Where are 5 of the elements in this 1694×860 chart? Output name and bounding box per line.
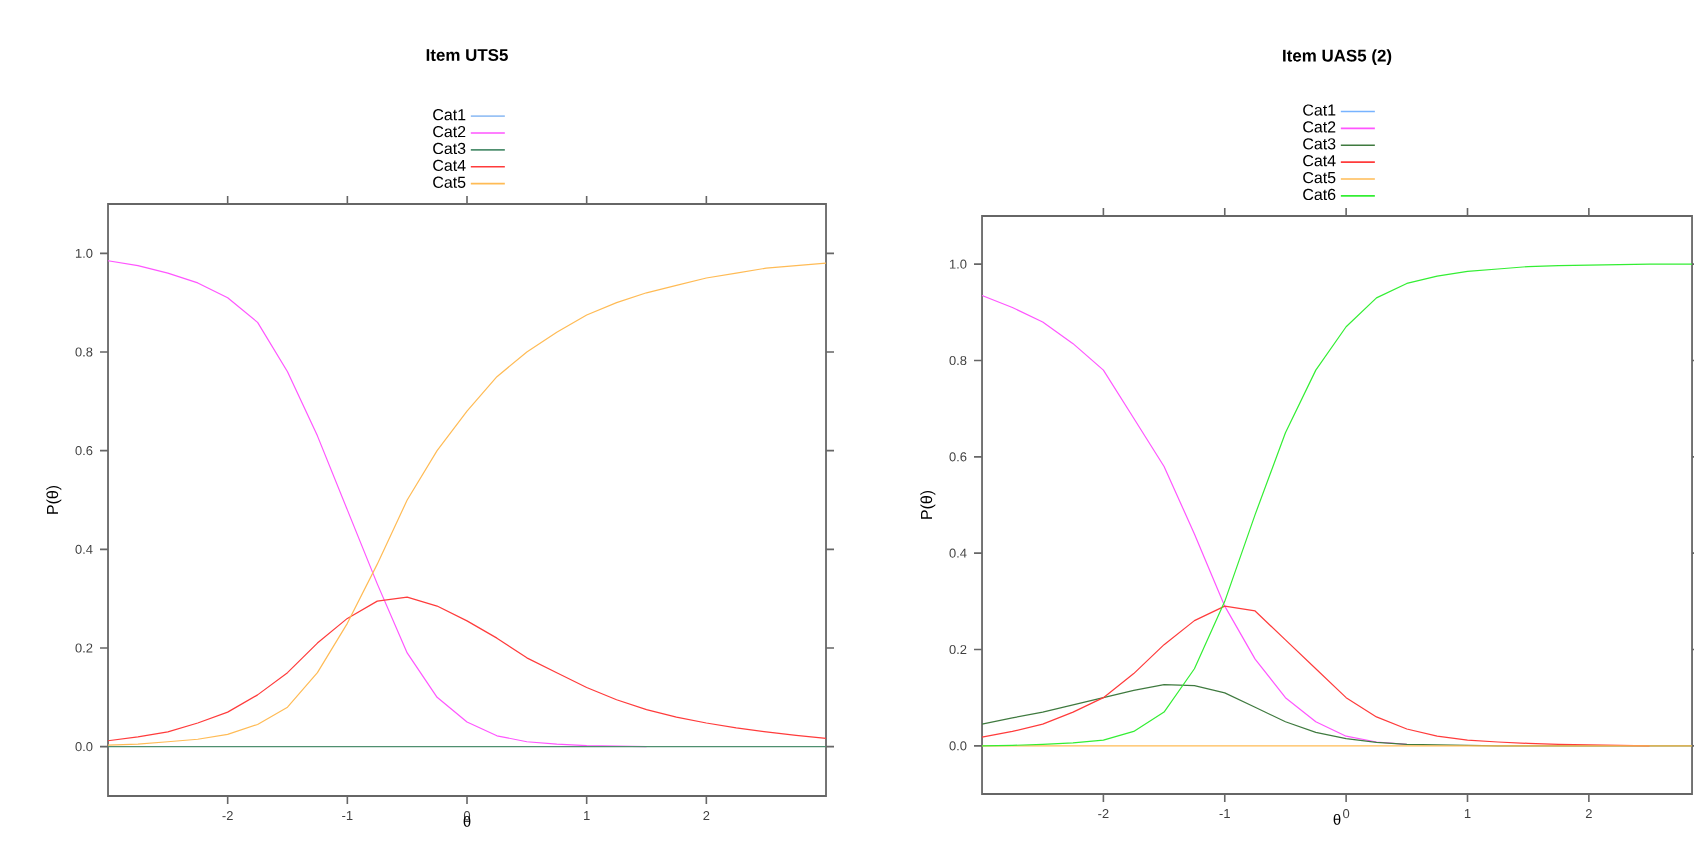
line-series xyxy=(107,596,827,742)
line-series xyxy=(981,294,1408,745)
chart-title: Item UTS5 xyxy=(426,49,508,61)
line-series xyxy=(107,262,827,746)
chart-title: Item UAS5 (2) xyxy=(1283,49,1392,65)
